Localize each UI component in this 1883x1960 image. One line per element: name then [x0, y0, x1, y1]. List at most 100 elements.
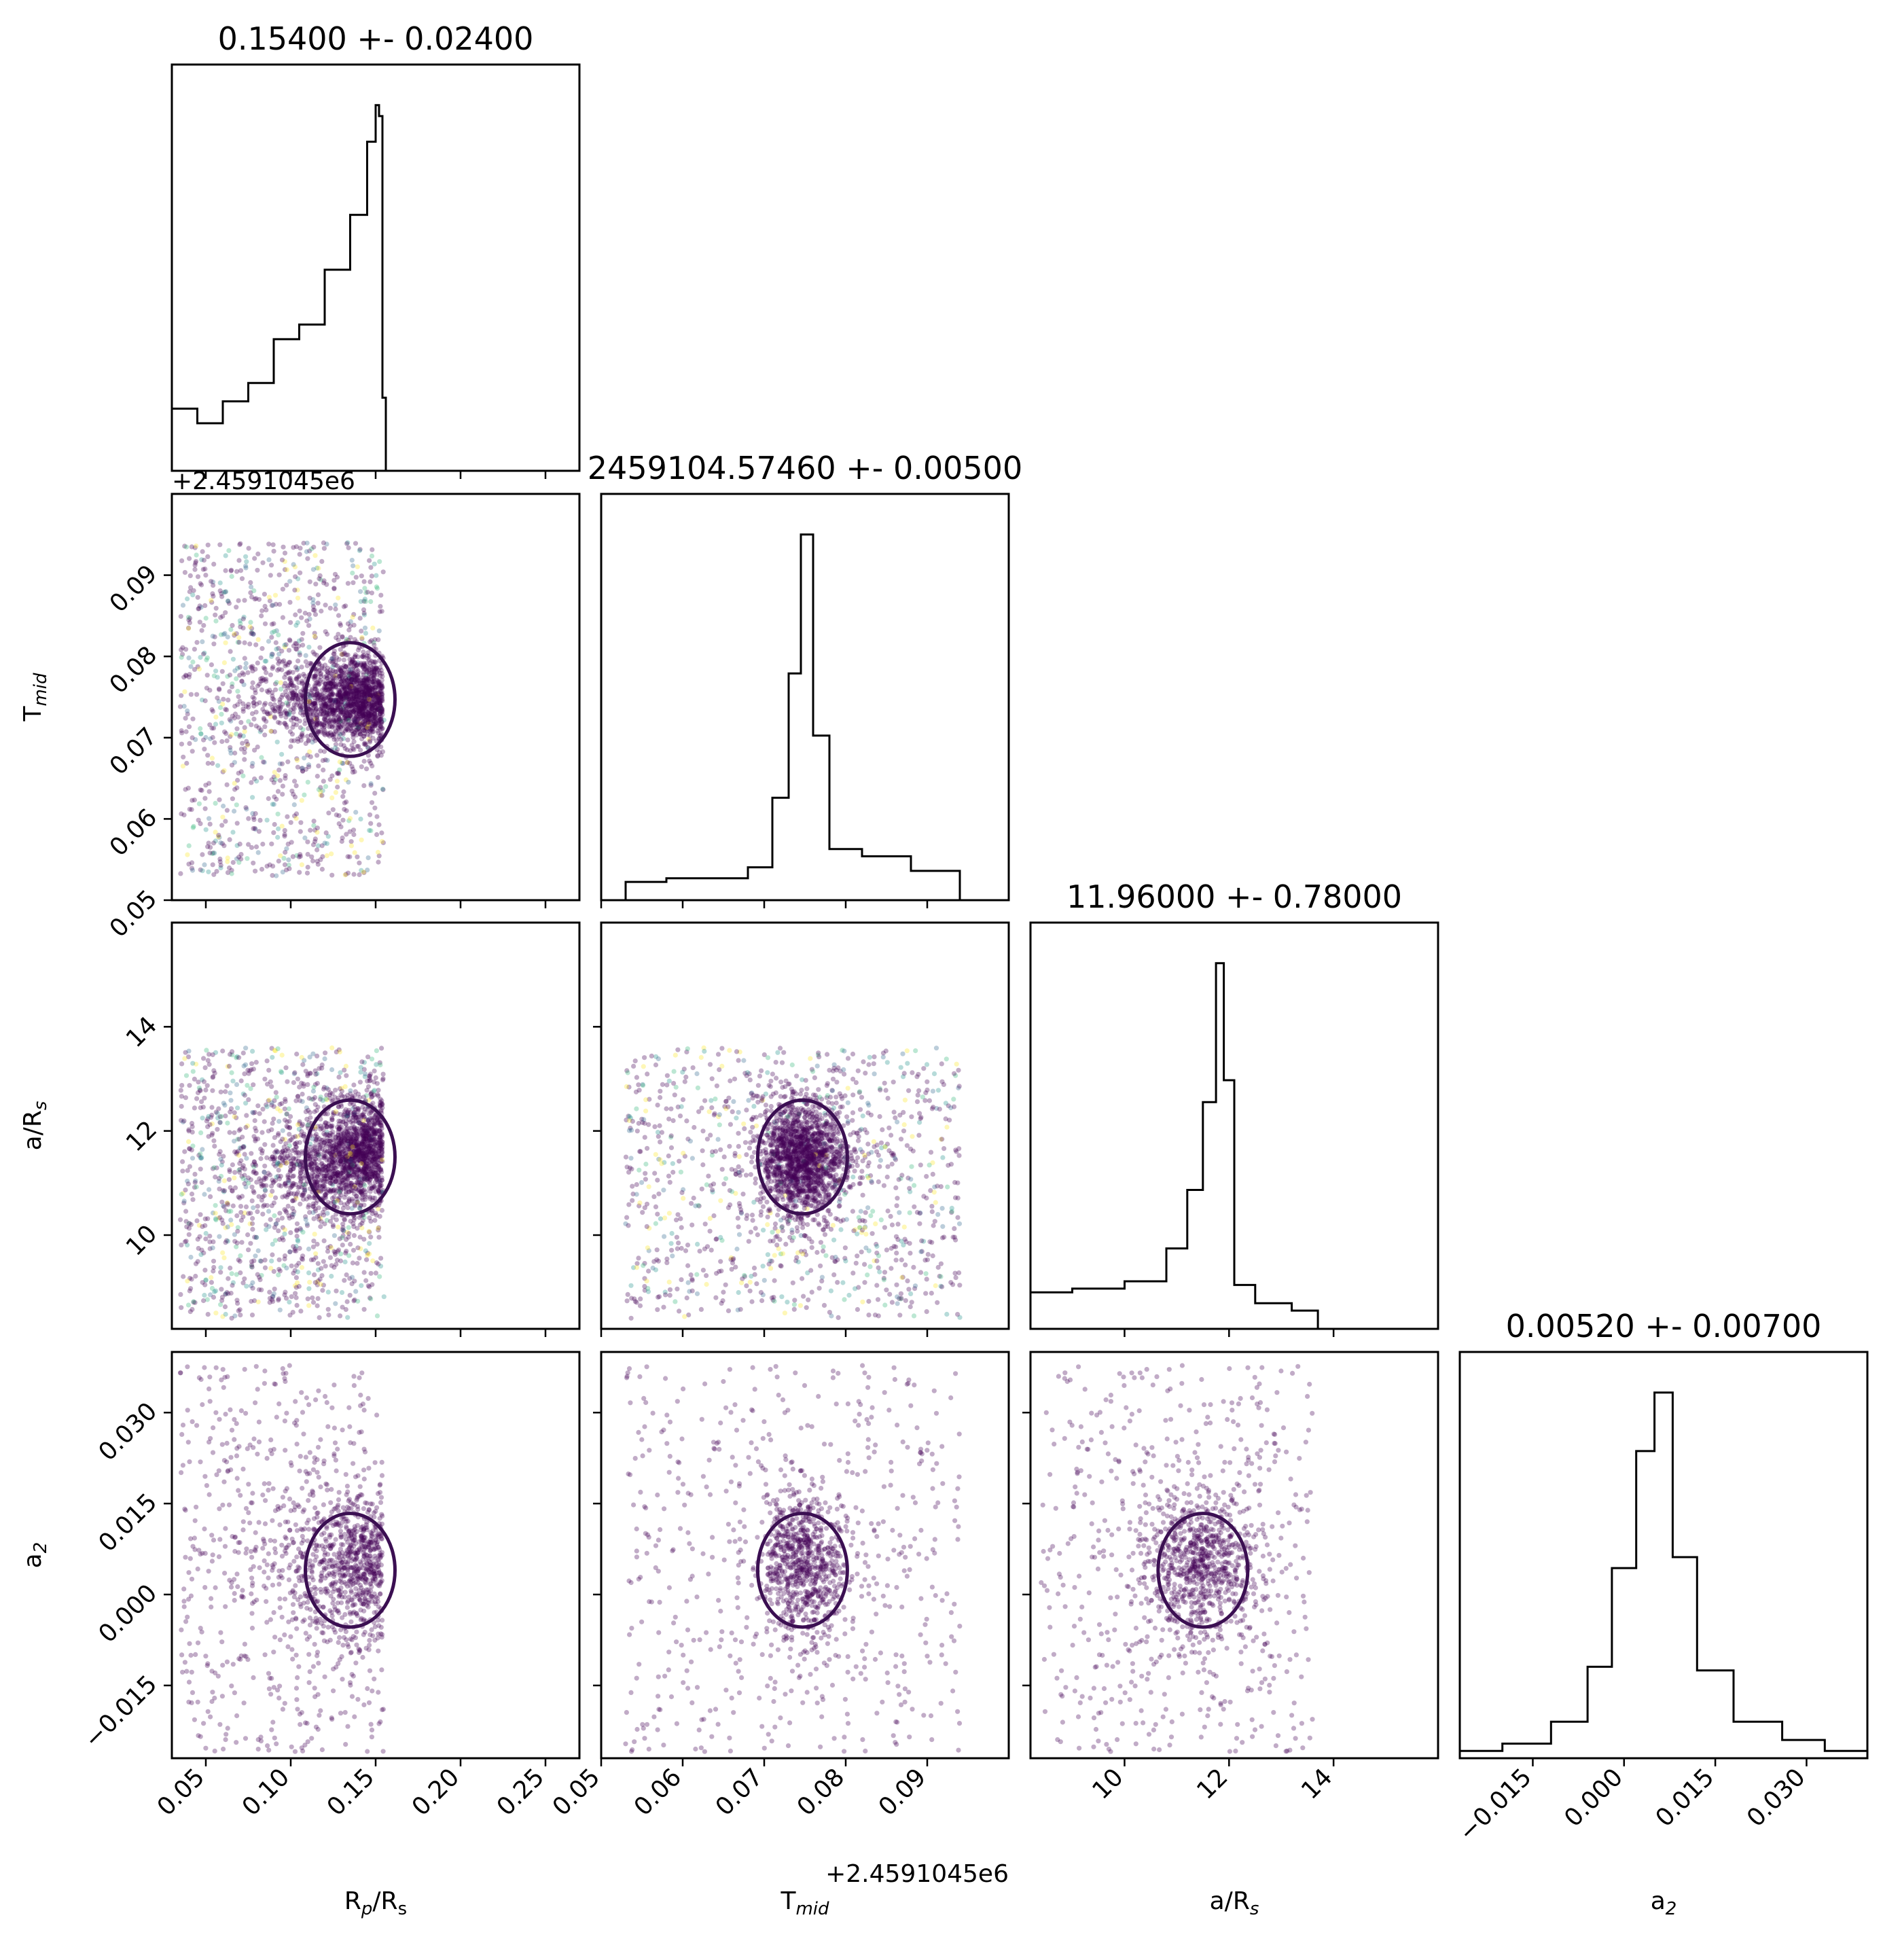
sample-point	[213, 1211, 218, 1216]
sample-point	[340, 693, 345, 698]
sample-point	[346, 1225, 351, 1230]
sample-point	[251, 703, 257, 709]
sample-point	[352, 660, 357, 666]
sample-point	[338, 668, 344, 673]
sample-point	[317, 645, 323, 650]
sample-point	[369, 590, 375, 596]
sample-point	[238, 852, 244, 857]
sample-point	[353, 673, 359, 679]
sample-point	[243, 704, 249, 709]
sample-point	[348, 674, 354, 679]
sample-point	[314, 715, 319, 720]
sample-point	[374, 707, 380, 712]
sample-point	[196, 606, 201, 611]
sample-point	[310, 674, 315, 679]
sample-point	[357, 707, 362, 713]
sample-point	[288, 744, 293, 749]
sample-point	[206, 869, 211, 874]
sample-point	[346, 685, 353, 690]
sample-point	[282, 558, 287, 565]
sample-point	[241, 1145, 247, 1150]
sample-point	[279, 761, 285, 766]
sample-point	[285, 702, 291, 709]
sample-point	[365, 711, 372, 717]
sample-point	[376, 707, 381, 713]
sample-point	[374, 672, 380, 677]
sample-point	[365, 590, 370, 595]
sample-point	[372, 707, 377, 713]
sample-point	[289, 840, 294, 845]
sample-point	[372, 723, 378, 728]
sample-point	[327, 711, 332, 716]
sample-point	[289, 680, 294, 686]
sample-point	[290, 725, 295, 730]
sample-point	[282, 720, 287, 726]
sample-point	[200, 868, 205, 874]
sample-point	[359, 636, 365, 641]
sample-point	[221, 803, 226, 809]
sample-point	[305, 779, 310, 785]
sample-point	[373, 685, 378, 690]
sample-point	[298, 829, 303, 834]
sample-point	[232, 668, 238, 673]
sample-point	[242, 1092, 247, 1098]
sample-point	[287, 638, 293, 643]
sample-point	[378, 706, 383, 711]
sample-point	[253, 724, 259, 729]
sample-point	[253, 1060, 259, 1065]
sample-point	[367, 1241, 372, 1246]
sample-point	[348, 684, 354, 690]
sample-point	[342, 712, 347, 717]
sample-point	[338, 737, 344, 743]
sample-point	[336, 595, 341, 601]
sample-point	[186, 626, 192, 631]
sample-point	[344, 694, 349, 700]
sample-point	[287, 677, 293, 683]
sample-point	[237, 542, 243, 548]
sample-point	[246, 705, 251, 710]
sample-point	[318, 789, 323, 794]
sample-point	[380, 674, 385, 679]
sample-point	[360, 692, 365, 697]
sample-point	[245, 670, 251, 675]
sample-point	[353, 698, 358, 703]
sample-point	[343, 686, 348, 692]
sample-point	[347, 724, 353, 729]
sample-point	[331, 681, 337, 686]
sample-point	[355, 722, 361, 728]
scatter-ars-rp	[177, 1045, 387, 1321]
sample-point	[346, 669, 352, 675]
sample-point	[303, 1109, 308, 1114]
sample-point	[213, 838, 218, 844]
sample-point	[351, 739, 357, 745]
sample-point	[216, 686, 222, 692]
sample-point	[370, 702, 375, 707]
sample-point	[230, 796, 235, 802]
sample-point	[201, 737, 207, 743]
sample-point	[321, 679, 326, 685]
sample-point	[363, 630, 369, 636]
sample-point	[354, 728, 359, 733]
sample-point	[378, 692, 384, 697]
sample-point	[227, 837, 232, 842]
sample-point	[359, 764, 364, 770]
sample-point	[195, 594, 200, 600]
sample-point	[309, 717, 315, 723]
sample-point	[319, 1189, 324, 1194]
sample-point	[343, 664, 348, 669]
sample-point	[380, 726, 385, 731]
sample-point	[378, 1097, 383, 1102]
sample-point	[251, 826, 256, 832]
sample-point	[352, 696, 357, 702]
sample-point	[348, 660, 353, 666]
sample-point	[243, 1046, 249, 1051]
sample-point	[376, 718, 381, 724]
sample-point	[269, 563, 274, 568]
sample-point	[259, 755, 264, 760]
sample-point	[343, 715, 348, 721]
sample-point	[249, 764, 255, 769]
sample-point	[288, 620, 293, 625]
sample-point	[329, 724, 335, 730]
sample-point	[237, 1259, 243, 1264]
sample-point	[329, 732, 335, 737]
